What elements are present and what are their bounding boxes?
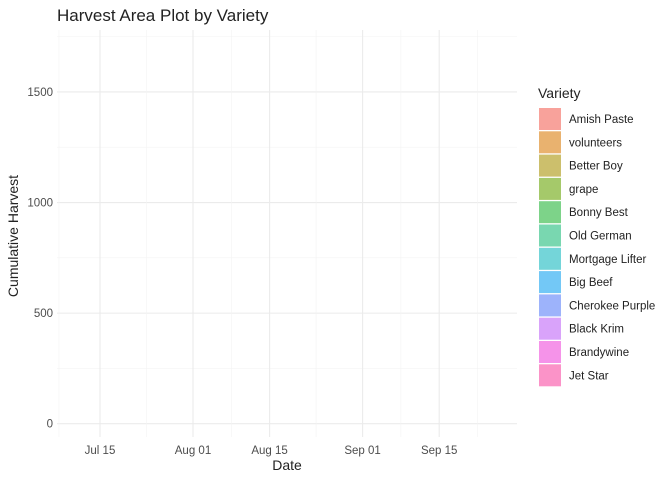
legend: Variety Amish Paste volunteers Better Boy g… (538, 85, 655, 387)
legend-label: Black Krim (569, 324, 624, 336)
x-tick-label: Aug 01 (175, 445, 211, 457)
legend-swatch (539, 108, 561, 130)
legend-swatch (539, 364, 561, 387)
x-axis-title: Date (272, 457, 302, 473)
legend-label: volunteers (569, 137, 622, 149)
legend-item: Big Beef (539, 271, 613, 294)
chart-title: Harvest Area Plot by Variety (57, 6, 269, 25)
legend-item: Jet Star (539, 364, 609, 387)
x-tick-label: Aug 15 (251, 445, 287, 457)
x-tick-label: Sep 01 (344, 445, 380, 457)
x-axis: Jul 15 Aug 01 Aug 15 Sep 01 Sep 15 (85, 445, 458, 457)
legend-swatch (539, 224, 561, 247)
legend-label: Big Beef (569, 277, 613, 289)
y-tick-label: 0 (47, 419, 53, 431)
legend-label: Jet Star (569, 370, 609, 382)
legend-swatch (539, 154, 561, 177)
legend-swatch (539, 131, 561, 154)
legend-swatch (539, 317, 561, 340)
y-tick-label: 500 (34, 308, 53, 320)
y-axis-title: Cumulative Harvest (5, 175, 21, 297)
legend-swatch (539, 201, 561, 224)
legend-label: Better Boy (569, 161, 623, 173)
legend-label: Bonny Best (569, 207, 629, 219)
legend-item: volunteers (539, 131, 622, 154)
legend-label: Mortgage Lifter (569, 254, 647, 266)
legend-title: Variety (538, 85, 581, 101)
legend-item: Cherokee Purple (539, 294, 655, 317)
legend-label: Brandywine (569, 347, 629, 359)
legend-label: Amish Paste (569, 114, 634, 126)
legend-swatch (539, 341, 561, 363)
legend-item: grape (539, 177, 598, 200)
legend-label: Old German (569, 231, 632, 243)
y-axis: 0 500 1000 1500 (27, 87, 53, 431)
grid-lines (57, 30, 517, 437)
x-tick-label: Jul 15 (85, 445, 116, 457)
legend-item: Brandywine (539, 341, 629, 363)
legend-item: Mortgage Lifter (539, 247, 647, 270)
legend-label: Cherokee Purple (569, 300, 655, 312)
legend-item: Old German (539, 224, 632, 247)
legend-item: Better Boy (539, 154, 623, 177)
legend-swatch (539, 294, 561, 317)
y-tick-label: 1000 (27, 198, 53, 210)
legend-label: grape (569, 184, 598, 196)
x-tick-label: Sep 15 (421, 445, 457, 457)
legend-item: Black Krim (539, 317, 624, 340)
legend-swatch (539, 271, 561, 294)
legend-item: Bonny Best (539, 201, 629, 224)
legend-item: Amish Paste (539, 108, 634, 130)
legend-swatch (539, 247, 561, 270)
y-tick-label: 1500 (27, 87, 53, 99)
legend-swatch (539, 177, 561, 200)
